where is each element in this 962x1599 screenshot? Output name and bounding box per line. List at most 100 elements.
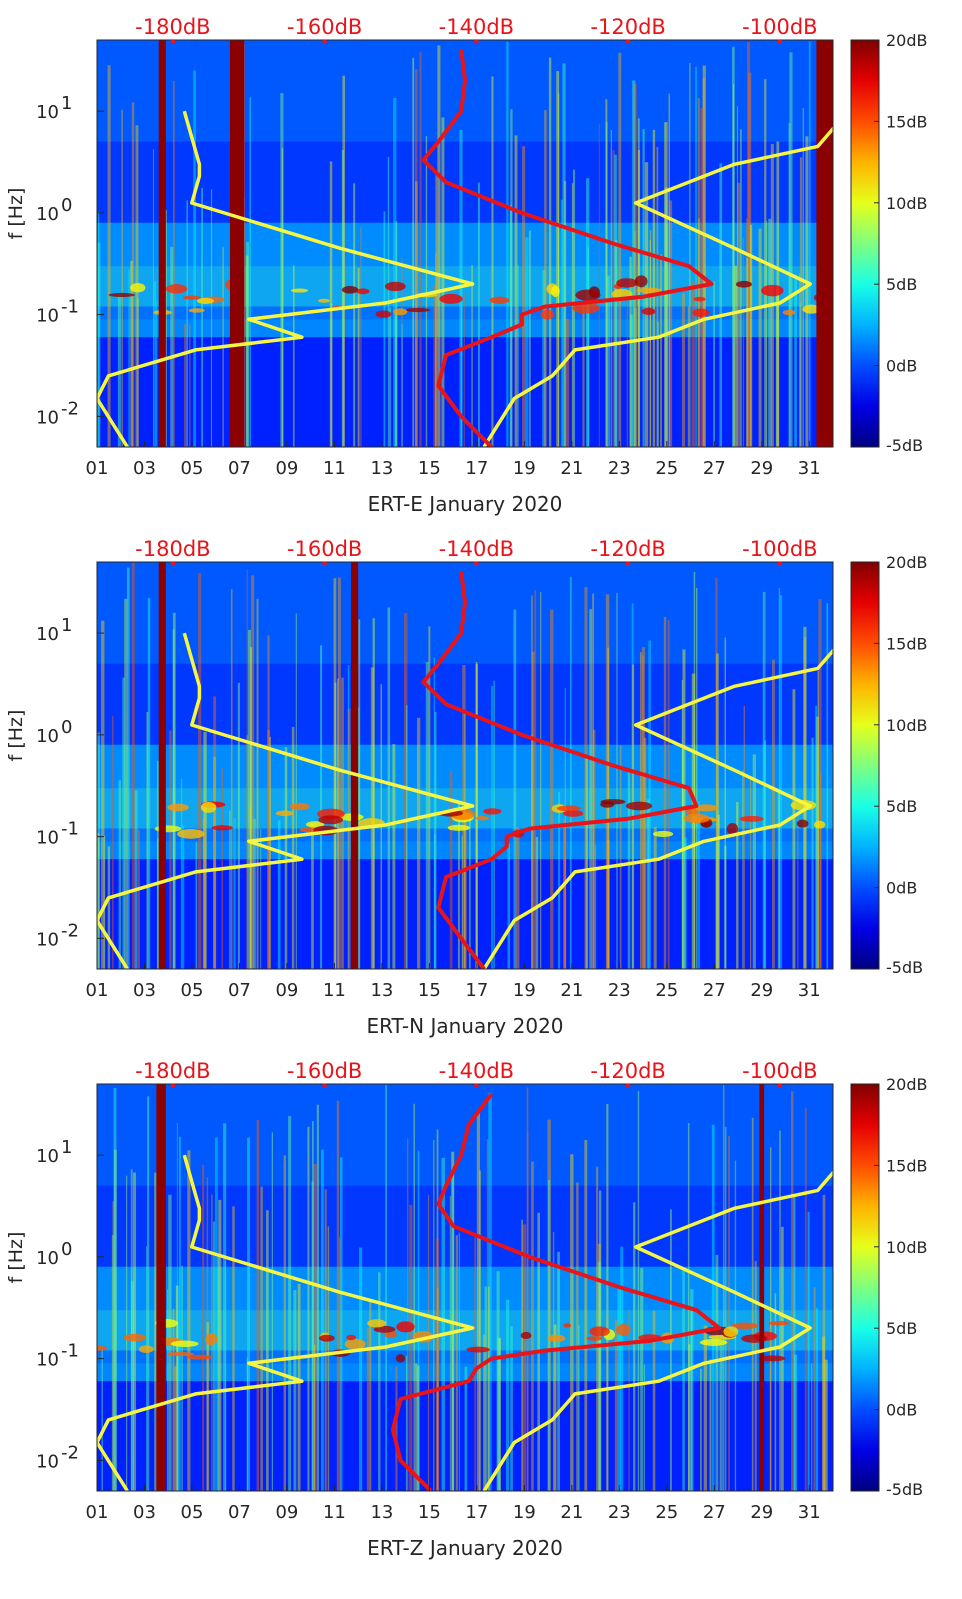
spectral-streak <box>101 1348 103 1491</box>
spectral-streak <box>311 823 314 969</box>
spectral-streak <box>434 252 437 447</box>
spectral-streak <box>137 298 139 447</box>
spectral-streak <box>117 293 121 447</box>
spectral-streak <box>436 1129 439 1491</box>
spectral-streak <box>626 289 629 447</box>
colorbar-label: 20dB <box>886 553 928 572</box>
spectral-streak <box>170 246 174 447</box>
spectral-streak <box>339 1157 343 1491</box>
spectral-streak <box>713 281 715 447</box>
spectral-streak <box>392 744 396 969</box>
spectral-streak <box>457 802 460 969</box>
spectral-streak <box>404 613 408 969</box>
spectral-streak <box>195 841 198 969</box>
y-tick-label: 10 <box>36 204 59 225</box>
spectral-streak <box>522 1224 527 1491</box>
spectral-streak <box>627 771 631 969</box>
x-tick-label: 23 <box>608 1502 631 1523</box>
microseism-blob <box>200 801 217 813</box>
spectral-streak <box>826 603 829 969</box>
spectral-streak <box>496 1271 500 1491</box>
x-tick-label: 13 <box>370 458 393 479</box>
spectral-streak <box>292 265 295 447</box>
x-tick-label: 01 <box>86 1502 109 1523</box>
top-db-label: -180dB <box>135 537 210 561</box>
spectral-streak <box>576 1182 579 1491</box>
top-db-tick <box>322 1084 327 1088</box>
spectral-streak <box>506 41 509 447</box>
spectral-streak <box>233 818 236 969</box>
spectral-band <box>97 859 833 969</box>
microseism-blob <box>616 278 638 288</box>
spectral-streak <box>455 1235 458 1491</box>
nlnm-line <box>97 632 475 969</box>
x-tick-label: 17 <box>465 458 488 479</box>
spectral-streak <box>249 806 252 969</box>
spectral-streak <box>606 275 611 447</box>
spectral-streak <box>711 1124 715 1491</box>
self-noise-line <box>390 1092 722 1491</box>
spectral-streak <box>633 1202 636 1491</box>
spectral-streak <box>769 1323 772 1491</box>
spectral-streak <box>126 567 130 969</box>
spectral-streak <box>793 1196 796 1491</box>
microseism-blob <box>483 808 502 815</box>
spectral-streak <box>267 635 270 969</box>
spectrogram <box>97 1084 833 1491</box>
microseism-blob <box>723 1326 739 1337</box>
microseism-blob <box>625 801 653 811</box>
spectral-streak <box>498 1338 501 1491</box>
x-tick-label: 01 <box>86 980 109 1001</box>
spectral-streak <box>592 593 595 969</box>
y-axis-label: f [Hz] <box>5 710 27 762</box>
spectral-streak <box>212 1221 215 1491</box>
spectral-streak <box>597 1261 601 1491</box>
spectral-streak <box>172 80 175 447</box>
spectral-streak <box>475 661 478 969</box>
spectral-streak <box>124 598 128 969</box>
spectral-streak <box>436 1238 439 1491</box>
spectral-streak <box>441 1157 445 1491</box>
spectral-streak <box>206 1322 210 1491</box>
spectral-streak <box>789 52 793 447</box>
spectral-streak <box>715 841 719 969</box>
x-axis-label: ERT-E January 2020 <box>368 492 563 516</box>
spectral-streak <box>157 838 159 969</box>
x-tick-label: 09 <box>275 980 298 1001</box>
microseism-blob <box>395 1354 406 1363</box>
microseism-blob <box>318 298 331 303</box>
spectral-streak <box>320 645 323 969</box>
top-db-label: -100dB <box>742 15 817 39</box>
x-tick-label: 31 <box>798 1502 821 1523</box>
spectral-streak <box>172 612 176 969</box>
spectral-streak <box>313 1163 317 1491</box>
microseism-blob <box>683 813 710 824</box>
microseism-blob <box>188 308 205 313</box>
spectral-streak <box>232 1206 235 1491</box>
spectral-streak <box>178 1136 181 1491</box>
spectral-streak <box>606 1316 609 1491</box>
spectral-streak <box>260 828 262 969</box>
spectral-streak <box>126 1175 128 1491</box>
spectral-streak <box>107 846 111 969</box>
spectral-streak <box>553 1324 557 1491</box>
spectral-streak <box>514 135 518 447</box>
spectral-streak <box>468 811 471 969</box>
microseism-blob <box>782 309 796 316</box>
spectral-streak <box>464 1366 468 1491</box>
x-tick-label: 07 <box>228 980 251 1001</box>
spectral-streak <box>794 274 797 447</box>
x-tick-label: 11 <box>323 1502 346 1523</box>
spectral-streak <box>394 309 398 447</box>
spectral-band <box>97 1381 833 1491</box>
spectral-streak <box>493 680 495 969</box>
top-db-tick <box>170 1084 175 1088</box>
spectral-streak <box>724 1126 727 1491</box>
spectral-streak <box>330 304 333 447</box>
y-tick-label: 10 <box>36 1248 59 1269</box>
y-tick-label: 10 <box>36 306 59 327</box>
y-axis-label: f [Hz] <box>5 1232 27 1284</box>
spectral-streak <box>746 42 751 447</box>
microseism-blob <box>373 1325 396 1333</box>
spectral-streak <box>307 1126 310 1491</box>
